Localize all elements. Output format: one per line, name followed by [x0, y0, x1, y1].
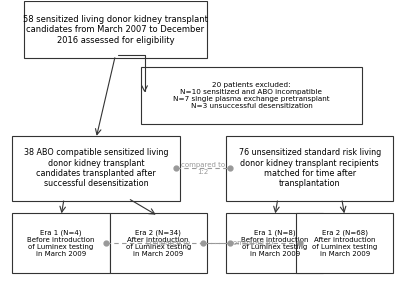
Text: Era 2 (N=68)
After introduction
of Luminex testing
in March 2009: Era 2 (N=68) After introduction of Lumin…: [312, 229, 377, 257]
FancyBboxPatch shape: [141, 67, 362, 124]
FancyBboxPatch shape: [296, 213, 393, 273]
Text: compared to: compared to: [230, 240, 274, 246]
Text: 20 patients excluded:
N=10 sensitized and ABO incompatible
N=7 single plasma exc: 20 patients excluded: N=10 sensitized an…: [173, 82, 330, 109]
Text: compared to
1:2: compared to 1:2: [181, 162, 225, 175]
FancyBboxPatch shape: [110, 213, 207, 273]
FancyBboxPatch shape: [226, 135, 393, 201]
FancyBboxPatch shape: [12, 135, 180, 201]
Text: 76 unsensitized standard risk living
donor kidney transplant recipients
matched : 76 unsensitized standard risk living don…: [239, 148, 381, 188]
Text: Era 1 (N=4)
Before introduction
of Luminex testing
in March 2009: Era 1 (N=4) Before introduction of Lumin…: [27, 229, 95, 257]
Text: 58 sensitized living donor kidney transplant
candidates from March 2007 to Decem: 58 sensitized living donor kidney transp…: [23, 15, 208, 45]
Text: Era 1 (N=8)
Before introduction
of Luminex testing
in March 2009: Era 1 (N=8) Before introduction of Lumin…: [241, 229, 308, 257]
FancyBboxPatch shape: [226, 213, 323, 273]
Text: Era 2 (N=34)
After introduction
of Luminex testing
in March 2009: Era 2 (N=34) After introduction of Lumin…: [126, 229, 191, 257]
FancyBboxPatch shape: [12, 213, 110, 273]
Text: compared to: compared to: [146, 240, 190, 246]
FancyBboxPatch shape: [24, 2, 207, 58]
Text: 38 ABO compatible sensitized living
donor kidney transplant
candidates transplan: 38 ABO compatible sensitized living dono…: [24, 148, 168, 188]
